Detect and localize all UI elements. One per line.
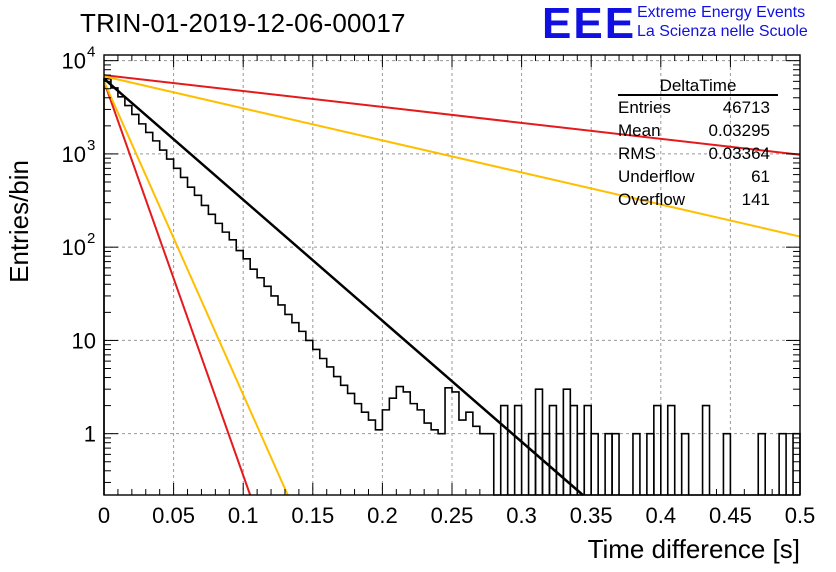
eee-logo-line-2: La Scienza nelle Scuole — [637, 23, 808, 40]
x-tick-label: 0.5 — [785, 503, 816, 528]
histogram-tail-bin — [666, 404, 676, 495]
histogram-tail-bin — [513, 404, 523, 495]
stats-label: RMS — [618, 144, 656, 163]
x-axis-label: Time difference [s] — [587, 534, 800, 564]
histogram-tail-bin — [527, 432, 537, 495]
stats-value: 0.03295 — [708, 121, 770, 140]
histogram-tail-bin — [548, 404, 558, 495]
stats-value: 46713 — [722, 98, 770, 117]
histogram-tail-bin — [680, 432, 690, 495]
histogram-tail-bin — [722, 432, 732, 495]
fit-line — [103, 74, 801, 156]
histogram-tail-bin — [534, 388, 544, 495]
stats-label: Underflow — [618, 167, 695, 186]
y-tick-label: 10 — [62, 142, 86, 167]
x-tick-label: 0.3 — [506, 503, 537, 528]
stats-row-mean: Mean 0.03295 — [608, 119, 798, 142]
stats-label: Entries — [618, 98, 671, 117]
histogram-tail-bin — [576, 432, 586, 495]
x-tick-label: 0.45 — [709, 503, 752, 528]
stats-label: Overflow — [618, 190, 686, 209]
histogram-tail-bin — [701, 404, 711, 495]
x-tick-label: 0.4 — [646, 503, 677, 528]
fit-line — [103, 75, 801, 238]
histogram-tail-bin — [653, 404, 662, 495]
y-axis-label: Entries/bin — [4, 160, 34, 283]
x-tick-label: 0.25 — [431, 503, 474, 528]
stats-label: Mean — [618, 121, 661, 140]
fit-line — [103, 77, 584, 496]
fit-line — [103, 80, 289, 496]
stats-row-overflow: Overflow 141 — [608, 188, 798, 211]
histogram-tail-bin — [499, 404, 509, 495]
histogram-tail-bin — [583, 404, 592, 495]
eee-logo: EEE — [542, 0, 637, 48]
y-tick-label: 1 — [84, 422, 96, 447]
x-tick-label: 0.15 — [291, 503, 334, 528]
x-tick-label: 0 — [98, 503, 110, 528]
chart-title: TRIN-01-2019-12-06-00017 — [80, 8, 406, 38]
histogram-tail-bin — [555, 432, 565, 495]
y-tick-label: 10 — [72, 328, 96, 353]
histogram-tail-bin — [569, 404, 579, 495]
histogram-tail-bin — [611, 432, 620, 495]
stats-row-rms: RMS 0.03364 — [608, 142, 798, 165]
stats-box: DeltaTime Entries 46713 Mean 0.03295 RMS 0.… — [608, 76, 798, 211]
y-tick-exponent: 3 — [87, 137, 95, 154]
stats-row-entries: Entries 46713 — [608, 96, 798, 119]
stats-box-name: DeltaTime — [618, 76, 778, 96]
fit-line — [103, 81, 252, 496]
y-tick-exponent: 4 — [87, 44, 95, 61]
x-tick-label: 0.05 — [152, 503, 195, 528]
histogram-tail-bin — [646, 432, 655, 495]
x-tick-label: 0.1 — [228, 503, 259, 528]
x-tick-label: 0.35 — [570, 503, 613, 528]
histogram-tail-bin — [590, 432, 599, 495]
x-tick-label: 0.2 — [367, 503, 398, 528]
stats-value: 141 — [741, 190, 770, 209]
y-tick-label: 10 — [62, 49, 86, 74]
stats-value: 0.03364 — [708, 144, 770, 163]
stats-row-underflow: Underflow 61 — [608, 165, 798, 188]
histogram-tail-bin — [632, 432, 641, 495]
y-tick-label: 10 — [62, 235, 86, 260]
histogram-tail-bin — [757, 432, 766, 495]
histogram-tail-bin — [778, 432, 787, 495]
eee-logo-line-1: Extreme Energy Events — [637, 4, 806, 21]
y-tick-exponent: 2 — [87, 230, 95, 247]
histogram-tail-bin — [604, 432, 613, 495]
stats-value: 61 — [751, 167, 770, 186]
